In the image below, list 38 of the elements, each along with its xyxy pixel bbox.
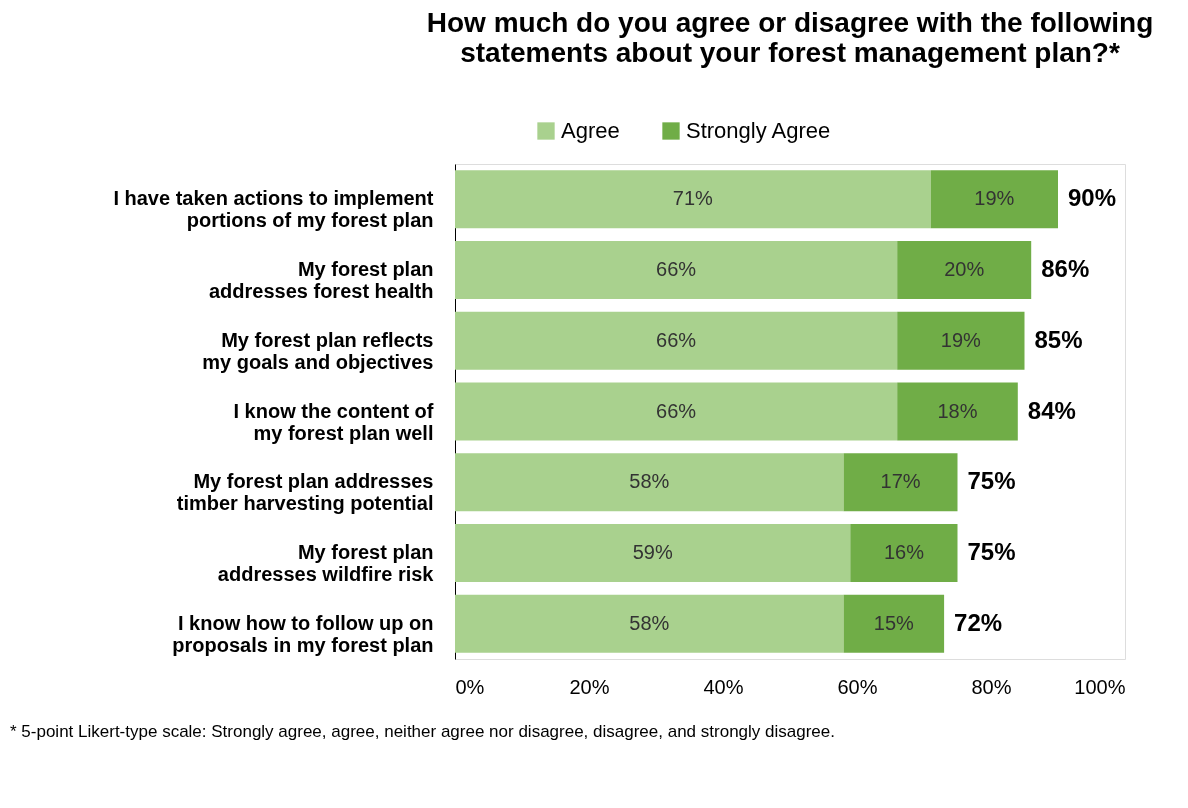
x-tick-label: 40% [703, 675, 744, 698]
total-label: 75% [967, 537, 1016, 565]
x-tick-label: 80% [971, 675, 1012, 698]
y-tick-label: My forest plan addresses forest health [208, 258, 434, 303]
y-tick-label: My forest plan addresses timber harvesting potential [176, 470, 434, 515]
total-label: 90% [1068, 184, 1117, 212]
data-label: 66% [656, 328, 697, 351]
legend-label: Agree [561, 118, 620, 143]
y-tick-label: I know the content of my forest plan well [233, 399, 434, 444]
data-label: 71% [672, 187, 714, 210]
total-label: 72% [954, 608, 1003, 636]
data-label: 18% [937, 399, 978, 422]
data-label: 19% [974, 187, 1015, 210]
data-label: 59% [632, 540, 673, 563]
x-tick-label: 20% [569, 675, 610, 698]
x-tick-label: 100% [1074, 675, 1126, 698]
data-label: 17% [880, 470, 921, 493]
data-label: 66% [656, 258, 697, 281]
chart-title: How much do you agree or disagree with the following statements about your forest management plan?* [426, 7, 1154, 68]
total-label: 75% [967, 467, 1016, 495]
data-label: 19% [940, 328, 982, 351]
x-tick-label: 0% [455, 675, 485, 698]
y-tick-label: I know how to follow up on proposals in my forest plan [172, 611, 434, 656]
legend-label: Strongly Agree [686, 118, 831, 143]
x-tick-label: 60% [837, 675, 878, 698]
data-label: 16% [883, 540, 925, 563]
data-label: 58% [629, 611, 670, 634]
total-label: 84% [1027, 396, 1076, 424]
data-label: 66% [656, 399, 697, 422]
total-label: 85% [1034, 325, 1083, 353]
y-tick-label: I have taken actions to implement portions of my forest plan [113, 187, 434, 232]
total-label: 86% [1041, 255, 1090, 283]
y-tick-label: My forest plan addresses wildfire risk [217, 540, 435, 585]
data-label: 20% [944, 258, 985, 281]
text: * 5-point Likert-type scale: Strongly agree, agree, neither agree nor disagree, disagree, and strongly disagree. [10, 722, 835, 741]
data-label: 15% [873, 611, 915, 634]
y-tick-label: My forest plan reflects my goals and objectives [202, 328, 434, 373]
data-label: 58% [629, 470, 670, 493]
